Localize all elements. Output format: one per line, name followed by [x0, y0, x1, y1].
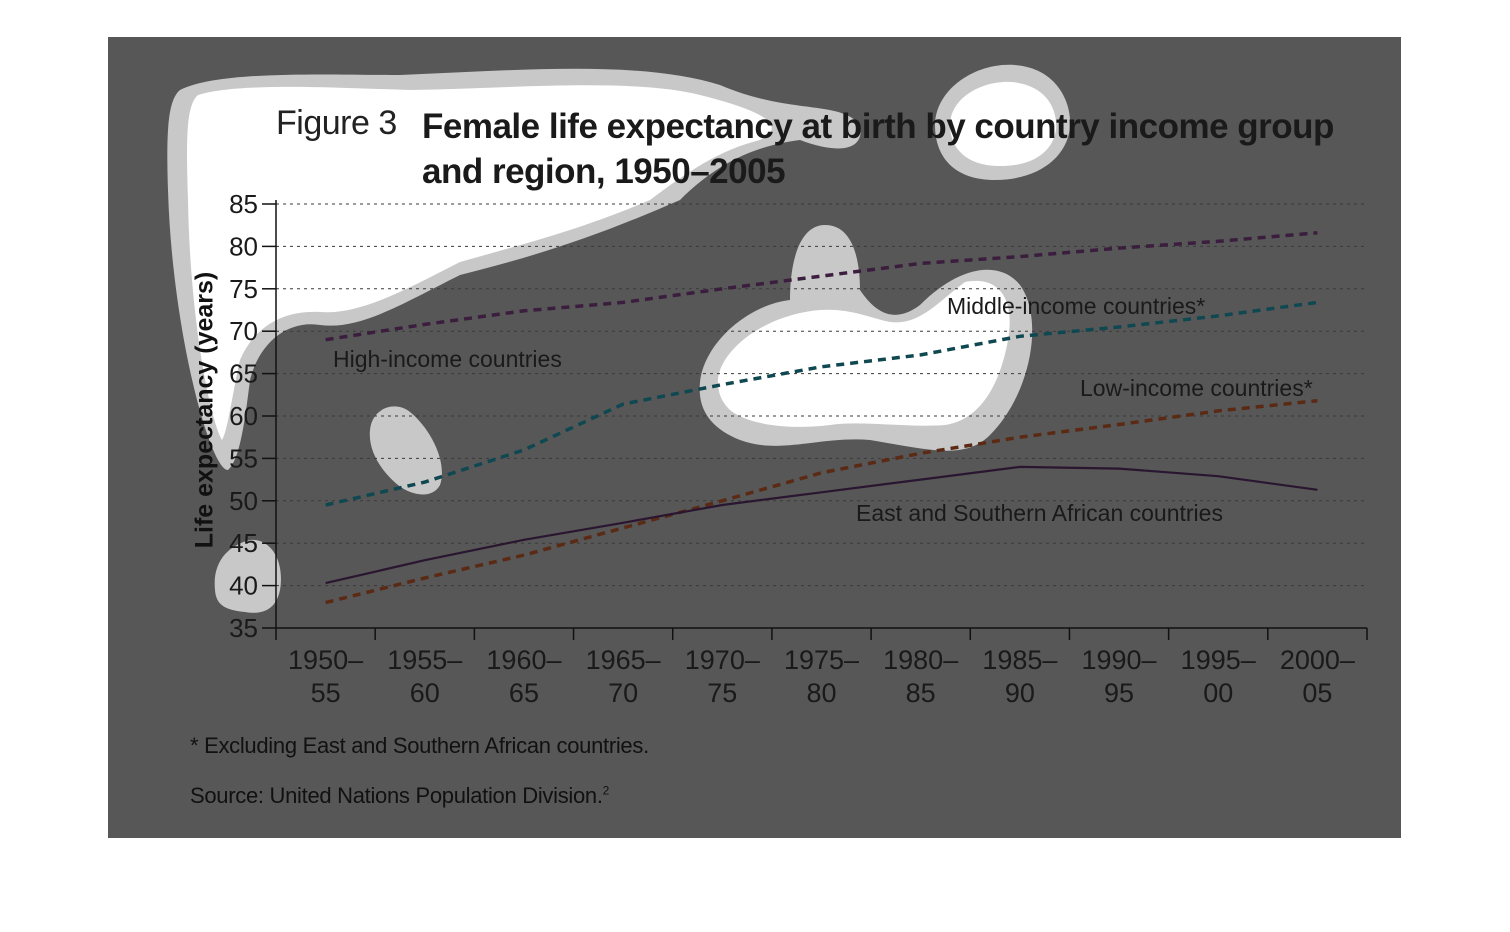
- x-tick-label: 70: [608, 678, 638, 708]
- x-tick-label: 1985–: [982, 645, 1057, 675]
- chart-title: Female life expectancy at birth by count…: [422, 107, 1334, 191]
- x-tick-label: 2000–: [1280, 645, 1355, 675]
- axes: 35404550556065707580851950–551955–601960…: [229, 189, 1368, 708]
- x-tick-label: 90: [1005, 678, 1035, 708]
- y-tick-label: 40: [229, 571, 258, 601]
- x-tick-label: 05: [1302, 678, 1332, 708]
- series-label: East and Southern African countries: [856, 500, 1223, 526]
- x-tick-label: 65: [509, 678, 539, 708]
- y-tick-label: 45: [229, 528, 258, 558]
- highlight-region-top-left-inner: [187, 85, 772, 441]
- x-tick-label: 1965–: [586, 645, 661, 675]
- series-labels: High-income countries Middle-income count…: [333, 293, 1313, 526]
- series-label: High-income countries: [333, 346, 562, 372]
- source-text: Source: United Nations Population Divisi…: [190, 783, 603, 808]
- x-tick-label: 1950–: [288, 645, 363, 675]
- y-tick-label: 60: [229, 401, 258, 431]
- source-note: Source: United Nations Population Divisi…: [190, 783, 609, 809]
- y-axis-title: Life expectancy (years): [190, 271, 219, 549]
- highlight-region-bottom-left: [214, 539, 281, 613]
- x-tick-label: 1990–: [1081, 645, 1156, 675]
- y-tick-label: 80: [229, 231, 258, 261]
- highlight-region-small-left: [369, 406, 442, 495]
- x-tick-label: 00: [1203, 678, 1233, 708]
- figure-number: Figure 3: [276, 104, 397, 142]
- highlight-region-top-right-inner: [950, 81, 1057, 167]
- series-line: [325, 300, 1318, 507]
- y-tick-label: 85: [229, 189, 258, 219]
- series-line: [325, 231, 1318, 342]
- y-tick-label: 35: [229, 613, 258, 643]
- x-tick-label: 55: [311, 678, 341, 708]
- x-tick-label: 85: [906, 678, 936, 708]
- source-reference: 2: [602, 783, 610, 798]
- series-label: Middle-income countries*: [947, 293, 1205, 319]
- series-lines: [325, 231, 1318, 605]
- series-line: [325, 398, 1318, 605]
- highlight-region-middle-inner: [717, 280, 1010, 427]
- x-tick-label: 1960–: [486, 645, 561, 675]
- x-tick-label: 95: [1104, 678, 1134, 708]
- x-tick-label: 60: [410, 678, 440, 708]
- series-label: Low-income countries*: [1080, 375, 1313, 401]
- x-tick-label: 1995–: [1181, 645, 1256, 675]
- footnote: * Excluding East and Southern African co…: [190, 733, 649, 758]
- y-tick-label: 70: [229, 316, 258, 346]
- y-tick-label: 50: [229, 486, 258, 516]
- x-tick-label: 1955–: [387, 645, 462, 675]
- x-tick-label: 75: [707, 678, 737, 708]
- x-tick-label: 1980–: [883, 645, 958, 675]
- series-line: [325, 465, 1318, 585]
- x-tick-label: 1975–: [784, 645, 859, 675]
- x-tick-label: 80: [806, 678, 836, 708]
- y-tick-label: 75: [229, 274, 258, 304]
- y-tick-label: 65: [229, 359, 258, 389]
- y-tick-label: 55: [229, 443, 258, 473]
- x-tick-label: 1970–: [685, 645, 760, 675]
